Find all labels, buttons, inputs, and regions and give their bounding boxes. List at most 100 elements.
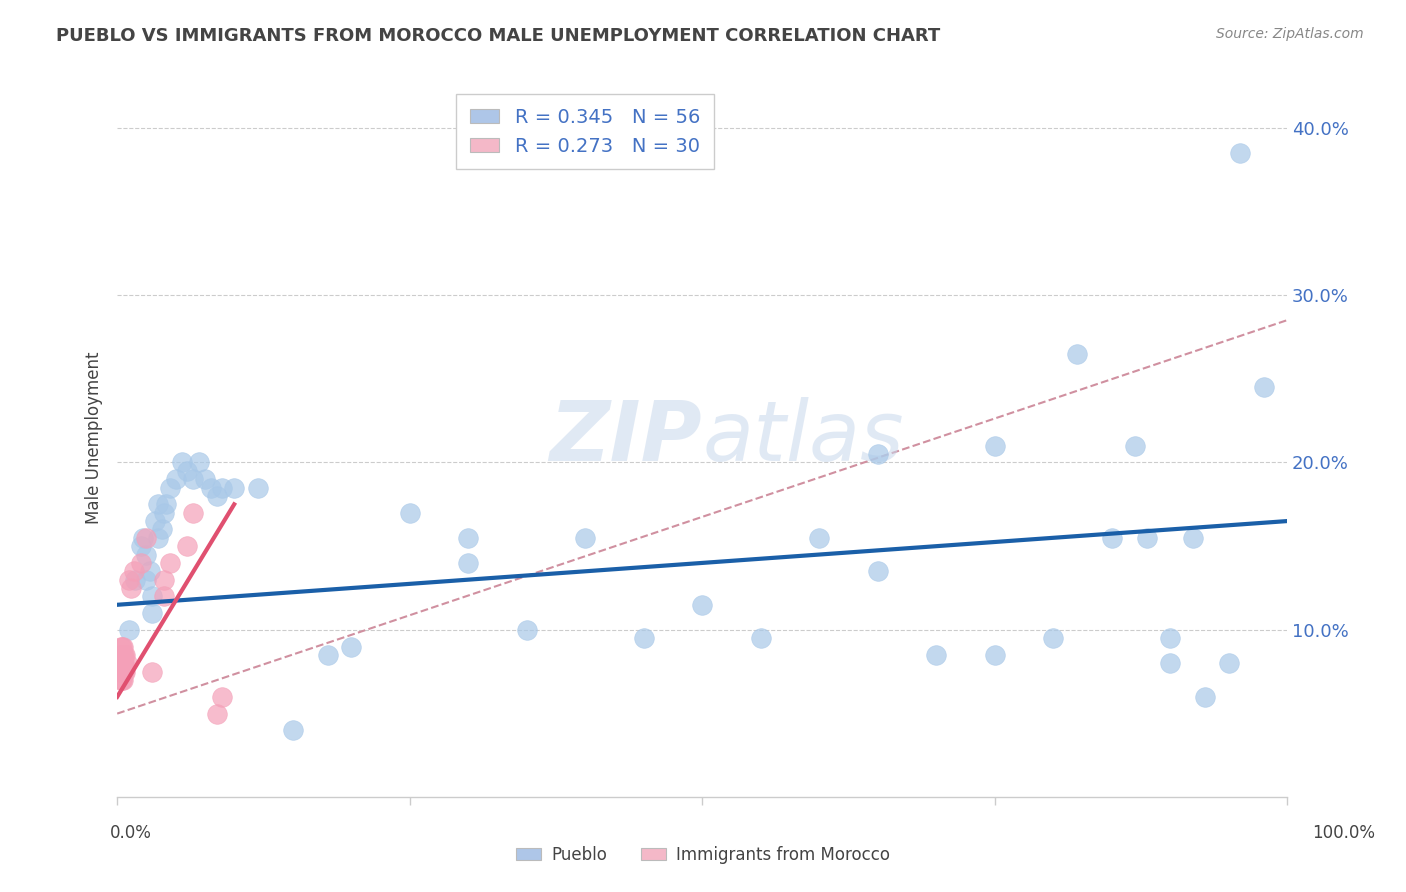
Point <box>1101 531 1123 545</box>
Point <box>1218 657 1240 671</box>
Point <box>129 556 152 570</box>
Point <box>340 640 363 654</box>
Point <box>143 514 166 528</box>
Point <box>188 455 211 469</box>
Point <box>111 673 134 687</box>
Text: 0.0%: 0.0% <box>110 824 152 842</box>
Point <box>1159 632 1181 646</box>
Point <box>1194 690 1216 704</box>
Point <box>281 723 304 738</box>
Point <box>112 673 135 687</box>
Point <box>112 648 135 662</box>
Point <box>205 489 228 503</box>
Point <box>398 506 420 520</box>
Point <box>141 590 163 604</box>
Point <box>200 481 222 495</box>
Point <box>866 564 889 578</box>
Point <box>983 439 1005 453</box>
Point <box>316 648 339 662</box>
Point <box>135 573 157 587</box>
Point <box>1253 380 1275 394</box>
Point <box>118 623 141 637</box>
Point <box>1066 346 1088 360</box>
Point <box>153 573 176 587</box>
Point <box>150 523 173 537</box>
Point <box>983 648 1005 662</box>
Point <box>115 657 138 671</box>
Point <box>1159 657 1181 671</box>
Y-axis label: Male Unemployment: Male Unemployment <box>86 351 103 524</box>
Point <box>146 497 169 511</box>
Point <box>153 590 176 604</box>
Point <box>224 481 246 495</box>
Point <box>181 472 204 486</box>
Point <box>111 657 134 671</box>
Point <box>122 564 145 578</box>
Point <box>111 640 134 654</box>
Point <box>159 481 181 495</box>
Point <box>457 531 479 545</box>
Point <box>633 632 655 646</box>
Text: atlas: atlas <box>702 397 904 478</box>
Point <box>120 581 142 595</box>
Text: Source: ZipAtlas.com: Source: ZipAtlas.com <box>1216 27 1364 41</box>
Point <box>211 481 233 495</box>
Legend: Pueblo, Immigrants from Morocco: Pueblo, Immigrants from Morocco <box>510 839 896 871</box>
Point <box>176 539 198 553</box>
Point <box>114 648 136 662</box>
Point <box>129 539 152 553</box>
Point <box>1229 145 1251 160</box>
Point <box>135 531 157 545</box>
Point <box>110 657 132 671</box>
Text: PUEBLO VS IMMIGRANTS FROM MOROCCO MALE UNEMPLOYMENT CORRELATION CHART: PUEBLO VS IMMIGRANTS FROM MOROCCO MALE U… <box>56 27 941 45</box>
Point <box>1123 439 1146 453</box>
Legend: R = 0.345   N = 56, R = 0.273   N = 30: R = 0.345 N = 56, R = 0.273 N = 30 <box>457 95 714 169</box>
Point <box>110 657 132 671</box>
Point <box>516 623 538 637</box>
Point <box>155 497 177 511</box>
Point <box>110 640 132 654</box>
Point <box>205 706 228 721</box>
Point <box>110 648 132 662</box>
Point <box>153 506 176 520</box>
Point <box>146 531 169 545</box>
Point <box>135 548 157 562</box>
Point <box>170 455 193 469</box>
Point <box>110 648 132 662</box>
Point <box>111 665 134 679</box>
Text: ZIP: ZIP <box>550 397 702 478</box>
Point <box>111 665 134 679</box>
Point <box>159 556 181 570</box>
Point <box>132 531 155 545</box>
Point <box>176 464 198 478</box>
Point <box>112 665 135 679</box>
Point <box>124 573 146 587</box>
Point <box>141 606 163 620</box>
Point <box>457 556 479 570</box>
Point <box>112 657 135 671</box>
Point <box>1182 531 1205 545</box>
Point <box>110 673 132 687</box>
Point <box>866 447 889 461</box>
Point <box>111 648 134 662</box>
Point <box>181 506 204 520</box>
Point <box>1136 531 1159 545</box>
Point <box>1042 632 1064 646</box>
Point <box>112 657 135 671</box>
Point <box>112 640 135 654</box>
Point <box>139 564 162 578</box>
Point <box>574 531 596 545</box>
Point <box>114 665 136 679</box>
Point <box>112 657 135 671</box>
Point <box>749 632 772 646</box>
Point <box>690 598 713 612</box>
Point <box>118 573 141 587</box>
Point <box>141 665 163 679</box>
Point <box>112 648 135 662</box>
Point <box>925 648 948 662</box>
Point <box>808 531 831 545</box>
Point <box>110 665 132 679</box>
Point <box>246 481 269 495</box>
Text: 100.0%: 100.0% <box>1312 824 1375 842</box>
Point <box>165 472 187 486</box>
